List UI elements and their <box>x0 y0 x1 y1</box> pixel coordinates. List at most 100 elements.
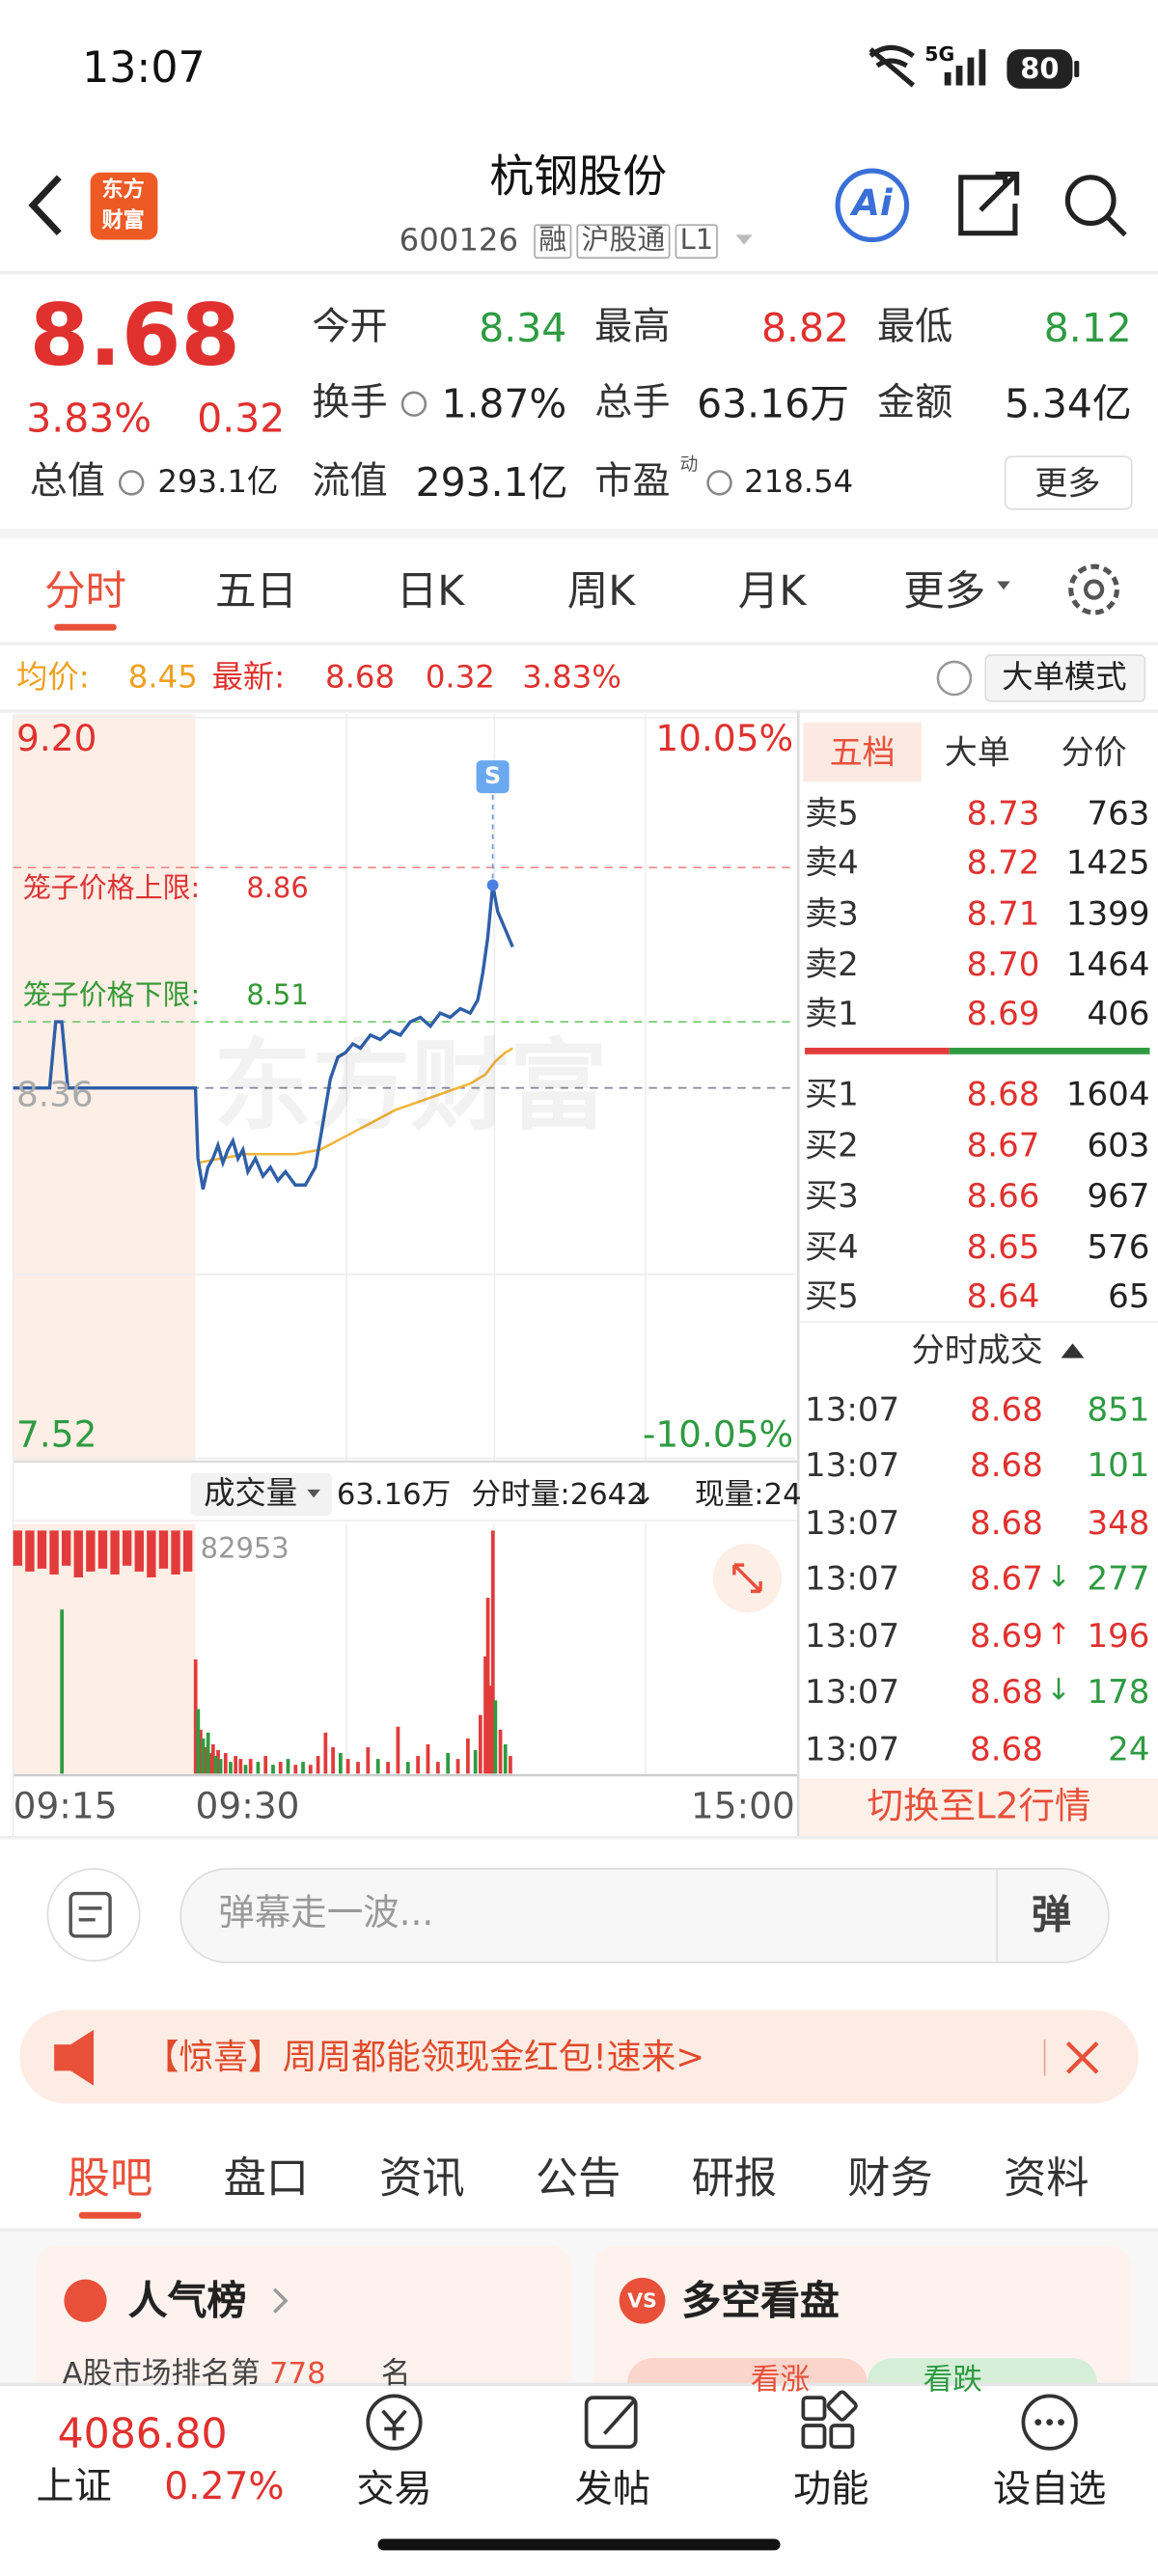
price-line <box>13 885 514 1191</box>
volume-bar <box>375 1759 380 1774</box>
auction-bar <box>62 1530 71 1566</box>
card[interactable] <box>36 2246 572 2411</box>
volume-title[interactable]: 成交量 <box>204 1475 298 1512</box>
field-value: 8.12 <box>1043 305 1132 352</box>
x-tick-label: 09:30 <box>195 1786 300 1828</box>
peak-dot <box>486 879 499 891</box>
minute-volume: 分时量:2642 <box>471 1477 646 1513</box>
chart-tab[interactable]: 分时 <box>43 567 127 616</box>
latest-value: 8.68 <box>325 659 396 696</box>
mode-button[interactable]: 大单模式 <box>1002 659 1127 696</box>
danmu-toggle[interactable]: 弹 <box>1031 1891 1071 1938</box>
dropdown-icon[interactable] <box>735 234 753 245</box>
volume-bar <box>206 1732 210 1774</box>
trade-time: 13:07 <box>805 1558 900 1599</box>
section-tab[interactable]: 资讯 <box>379 2154 465 2205</box>
ai-icon[interactable] <box>835 168 910 243</box>
latest-pct: 3.83% <box>522 659 622 696</box>
trade-price: 8.68 <box>970 1502 1043 1543</box>
expand-icon[interactable] <box>712 1544 783 1613</box>
card-rank: 778 <box>269 2356 326 2392</box>
chart-plot <box>13 716 795 1774</box>
stock-tag: L1 <box>675 224 719 260</box>
avg-line <box>197 1047 513 1165</box>
back-icon[interactable] <box>28 175 62 236</box>
order-tab[interactable]: 五档 <box>829 732 896 773</box>
trade-volume: 178 <box>1087 1671 1150 1712</box>
info-icons[interactable] <box>118 391 732 496</box>
volume-total: 63.16万 <box>336 1477 452 1513</box>
search-icon[interactable] <box>1064 175 1127 237</box>
nav-item[interactable]: 发帖 <box>574 2469 651 2512</box>
nav-icons[interactable] <box>366 2390 1078 2451</box>
order-tab-active[interactable] <box>803 722 922 782</box>
section-tab[interactable]: 研报 <box>691 2154 778 2205</box>
more-button[interactable]: 更多 <box>1034 463 1101 503</box>
trade-volume: 277 <box>1087 1558 1150 1599</box>
field-label: 金额 <box>876 381 953 425</box>
book-volume: 406 <box>1087 993 1150 1033</box>
card-badge: VS <box>627 2288 657 2313</box>
section-tab[interactable]: 盘口 <box>223 2154 310 2205</box>
nav-item[interactable]: 功能 <box>793 2469 869 2512</box>
auction-bar <box>86 1530 96 1572</box>
settings-icon[interactable] <box>1068 563 1120 616</box>
banner-text[interactable]: 【惊喜】周周都能领现金红包!速来> <box>144 2037 705 2077</box>
nav-item[interactable]: 交易 <box>356 2469 432 2512</box>
promo-banner[interactable] <box>19 2010 1139 2104</box>
close-icon[interactable] <box>1065 2041 1099 2074</box>
more-button[interactable] <box>1004 455 1133 510</box>
order-tab[interactable]: 分价 <box>1061 732 1127 773</box>
ai-label[interactable]: Ai <box>851 183 893 226</box>
section-tab[interactable]: 财务 <box>847 2154 933 2205</box>
mode-button[interactable] <box>984 654 1146 702</box>
volume-bar <box>201 1738 206 1774</box>
comment-placeholder[interactable]: 弹幕走一波... <box>218 1893 434 1935</box>
volume-bar <box>396 1726 400 1774</box>
trade-volume: 196 <box>1087 1615 1150 1656</box>
auction-bar <box>122 1530 132 1566</box>
x-tick-label: 09:15 <box>13 1786 118 1828</box>
trade-price: 8.69 <box>970 1615 1043 1656</box>
volume-bar <box>208 1753 213 1774</box>
book-label: 卖3 <box>805 892 859 933</box>
trade-volume: 24 <box>1108 1729 1150 1769</box>
field-label: 总值 <box>29 460 105 504</box>
trades-title[interactable]: 分时成交 <box>911 1329 1043 1370</box>
book-label: 卖5 <box>805 793 859 833</box>
help-icon[interactable] <box>936 660 973 697</box>
change: 0.32 <box>197 396 286 442</box>
field-label: 今开 <box>312 306 388 349</box>
volume-bar <box>466 1738 470 1774</box>
stock-tag: 融 <box>534 224 572 260</box>
index-change: 0.27% <box>164 2465 285 2509</box>
battery-level: 80 <box>1020 53 1060 87</box>
section-tab[interactable]: 股吧 <box>67 2154 153 2205</box>
cage-lower-label: 笼子价格下限: <box>22 979 201 1013</box>
comment-input[interactable] <box>179 1868 1110 1963</box>
volume-bar <box>301 1762 305 1774</box>
l2-button[interactable]: 切换至L2行情 <box>867 1786 1091 1828</box>
section-tab[interactable]: 资料 <box>1003 2154 1089 2205</box>
cage-lower-value: 8.51 <box>246 979 309 1013</box>
chart-tab[interactable]: 五日 <box>214 567 298 616</box>
card-title: 多空看盘 <box>681 2277 840 2324</box>
field-value: 5.34亿 <box>1004 380 1132 427</box>
l2-button[interactable] <box>799 1778 1158 1836</box>
nav-item[interactable]: 设自选 <box>992 2469 1107 2512</box>
chart-tab[interactable]: 周K <box>566 567 636 616</box>
card-pill[interactable]: 看跌 <box>923 2363 982 2398</box>
share-icon[interactable] <box>958 171 1020 236</box>
order-tab[interactable]: 大单 <box>944 732 1010 773</box>
status-time: 13:07 <box>82 43 206 95</box>
chart-tab[interactable]: 月K <box>737 567 807 616</box>
volume-bar <box>229 1762 233 1774</box>
section-tab[interactable]: 公告 <box>535 2154 621 2205</box>
chart-tab[interactable]: 更多 <box>903 567 986 616</box>
auction-bar <box>25 1530 35 1572</box>
volume-bar <box>483 1656 487 1774</box>
chart-tab[interactable]: 日K <box>396 567 465 616</box>
comment-icon[interactable] <box>46 1868 141 1962</box>
book-label: 买3 <box>805 1175 859 1216</box>
card-pill[interactable]: 看涨 <box>750 2363 811 2398</box>
